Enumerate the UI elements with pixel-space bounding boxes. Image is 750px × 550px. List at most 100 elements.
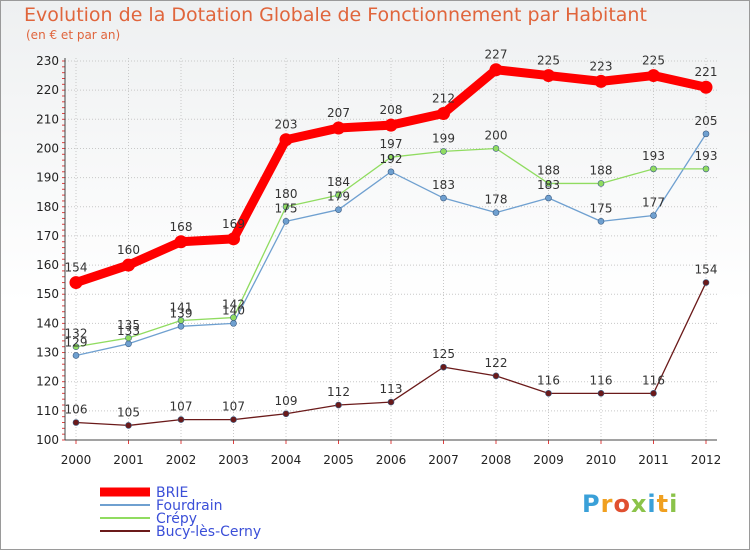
x-tick-label: 2000	[61, 453, 92, 467]
data-point-brie	[332, 121, 345, 135]
data-point-fourdrain	[597, 218, 605, 225]
data-label-brie: 154	[65, 261, 88, 275]
data-point-cr-py	[125, 334, 132, 342]
data-point-bucy-l-s-cerny	[702, 279, 710, 286]
data-label-brie: 221	[695, 65, 718, 79]
logo-letter: P	[582, 490, 601, 518]
data-label-brie: 203	[275, 118, 298, 132]
data-label-fourdrain: 205	[695, 114, 718, 128]
data-point-brie	[647, 69, 660, 83]
proxiti-logo: Proxiti	[582, 490, 678, 518]
chart-title: Evolution de la Dotation Globale de Fonc…	[24, 4, 647, 26]
x-tick-label: 2001	[113, 453, 144, 467]
y-tick-label: 180	[36, 200, 59, 214]
legend-label-cr-py: Crépy	[156, 511, 197, 527]
data-point-fourdrain	[650, 212, 657, 219]
data-point-fourdrain	[702, 130, 710, 138]
y-tick-label: 170	[36, 229, 59, 243]
x-tick-label: 2006	[376, 453, 407, 467]
data-point-cr-py	[230, 314, 237, 321]
y-tick-label: 190	[36, 171, 59, 185]
data-point-fourdrain	[335, 206, 342, 213]
data-label-brie: 212	[432, 91, 455, 105]
data-point-brie	[69, 276, 83, 290]
x-tick-label: 2008	[481, 453, 512, 467]
data-label-bucy-l-s-cerny: 116	[590, 373, 613, 387]
data-point-cr-py	[440, 148, 447, 155]
x-tick-label: 2012	[691, 453, 722, 467]
data-point-brie	[594, 74, 608, 88]
data-label-cr-py: 199	[432, 131, 455, 145]
data-label-brie: 207	[327, 106, 350, 120]
y-tick-label: 160	[36, 258, 59, 272]
logo-letter: i	[647, 490, 657, 518]
data-label-bucy-l-s-cerny: 116	[537, 373, 560, 387]
x-tick-label: 2004	[271, 453, 302, 467]
x-tick-label: 2002	[166, 453, 197, 467]
data-label-bucy-l-s-cerny: 109	[275, 394, 298, 408]
y-tick-label: 220	[36, 83, 59, 97]
data-point-cr-py	[650, 165, 657, 173]
data-point-cr-py	[282, 203, 290, 211]
data-point-fourdrain	[72, 352, 80, 359]
x-tick-label: 2007	[428, 453, 459, 467]
data-point-cr-py	[387, 153, 395, 161]
data-label-cr-py: 188	[590, 163, 613, 177]
data-point-bucy-l-s-cerny	[545, 390, 552, 397]
logo-letter: o	[613, 490, 631, 518]
data-label-brie: 225	[642, 54, 665, 68]
x-tick-label: 2011	[638, 453, 669, 467]
data-label-brie: 225	[537, 54, 560, 68]
data-point-bucy-l-s-cerny	[230, 416, 237, 423]
data-point-fourdrain	[177, 322, 185, 330]
data-point-brie	[227, 232, 240, 246]
y-tick-label: 210	[36, 112, 59, 126]
data-label-cr-py: 200	[485, 128, 508, 142]
data-label-cr-py: 141	[170, 300, 193, 314]
data-label-bucy-l-s-cerny: 116	[642, 373, 665, 387]
data-point-brie	[542, 69, 555, 83]
data-point-bucy-l-s-cerny	[335, 401, 342, 409]
data-point-brie	[699, 80, 713, 94]
y-tick-label: 120	[36, 375, 59, 389]
chart-subtitle: (en € et par an)	[26, 28, 121, 42]
data-label-cr-py: 193	[695, 149, 718, 163]
data-label-cr-py: 193	[642, 149, 665, 163]
logo-letter: i	[669, 490, 679, 518]
data-point-bucy-l-s-cerny	[597, 390, 605, 397]
data-point-cr-py	[177, 317, 185, 324]
data-label-fourdrain: 139	[170, 306, 193, 320]
data-label-bucy-l-s-cerny: 107	[170, 400, 193, 414]
data-point-brie	[122, 258, 135, 272]
x-tick-label: 2003	[218, 453, 249, 467]
data-point-bucy-l-s-cerny	[492, 372, 500, 380]
data-point-cr-py	[702, 165, 710, 173]
data-label-fourdrain: 179	[327, 190, 350, 204]
y-tick-label: 230	[36, 54, 59, 68]
data-point-brie	[384, 118, 398, 132]
data-point-fourdrain	[125, 340, 132, 348]
data-label-fourdrain: 140	[222, 303, 245, 317]
x-tick-label: 2009	[533, 453, 564, 467]
data-label-brie: 169	[222, 217, 245, 231]
data-point-bucy-l-s-cerny	[72, 419, 80, 426]
data-label-fourdrain: 183	[537, 178, 560, 192]
data-point-cr-py	[72, 343, 80, 351]
y-tick-label: 200	[36, 141, 59, 155]
data-label-bucy-l-s-cerny: 112	[327, 385, 350, 399]
data-point-bucy-l-s-cerny	[177, 416, 185, 423]
data-point-fourdrain	[545, 194, 552, 202]
data-point-bucy-l-s-cerny	[282, 410, 290, 418]
data-label-bucy-l-s-cerny: 106	[65, 403, 88, 417]
data-label-fourdrain: 192	[380, 152, 403, 166]
data-point-fourdrain	[492, 209, 500, 216]
y-tick-label: 130	[36, 346, 59, 360]
data-label-bucy-l-s-cerny: 122	[485, 356, 508, 370]
data-point-brie	[279, 133, 293, 147]
data-label-brie: 168	[170, 220, 193, 234]
legend-label-fourdrain: Fourdrain	[156, 498, 223, 514]
y-tick-label: 110	[36, 404, 59, 418]
data-point-cr-py	[492, 145, 500, 152]
